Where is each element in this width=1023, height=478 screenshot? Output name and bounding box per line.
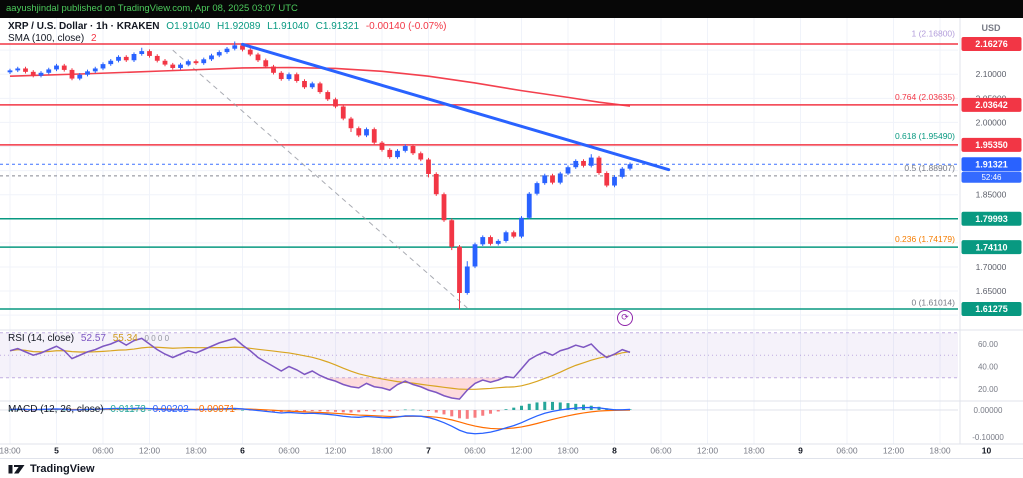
price-change: -0.00140 (-0.07%) [365, 21, 447, 32]
footer-bar: TradingView [0, 458, 1023, 478]
svg-text:0.618 (1.95490): 0.618 (1.95490) [895, 131, 955, 141]
svg-text:2.10000: 2.10000 [976, 69, 1007, 79]
price-axis[interactable]: USD2.100002.050002.000001.850001.700001.… [961, 23, 1022, 316]
svg-text:12:00: 12:00 [325, 446, 347, 456]
rsi-legend[interactable]: RSI (14, close) 52.57 55.34 0 0 0 0 [8, 333, 169, 344]
svg-text:2.16276: 2.16276 [975, 39, 1008, 49]
macd-legend[interactable]: MACD (12, 26, close) 0.01173 0.00202 -0.… [8, 404, 235, 415]
svg-text:9: 9 [798, 446, 803, 456]
rsi-extra-values: 0 0 0 0 [144, 334, 170, 343]
trendline[interactable] [241, 42, 671, 172]
svg-text:0.00000: 0.00000 [974, 406, 1003, 415]
symbol-legend[interactable]: XRP / U.S. Dollar · 1h · KRAKEN O1.91040… [8, 21, 446, 32]
svg-text:USD: USD [981, 23, 1001, 33]
macd-label: MACD (12, 26, close) [8, 404, 104, 415]
ohlc-high: H1.92089 [217, 21, 261, 32]
svg-text:5: 5 [54, 446, 59, 456]
svg-text:18:00: 18:00 [185, 446, 207, 456]
macd-signal-value: -0.00971 [195, 404, 235, 415]
svg-text:1.65000: 1.65000 [976, 286, 1007, 296]
svg-text:1.91321: 1.91321 [975, 159, 1008, 169]
fib-labels: 1 (2.16800) 0.764 (2.03635) 0.618 (1.95490… [895, 28, 955, 307]
ohlc-close: C1.91321 [315, 21, 360, 32]
svg-text:18:00: 18:00 [0, 446, 21, 456]
svg-text:12:00: 12:00 [139, 446, 161, 456]
svg-text:0 (1.61014): 0 (1.61014) [912, 297, 956, 307]
svg-text:2.03642: 2.03642 [975, 100, 1008, 110]
rsi-value: 52.57 [80, 333, 106, 344]
pane-separators [0, 18, 1023, 445]
chart-marker-icon[interactable]: ⟳ [617, 310, 633, 326]
svg-text:06:00: 06:00 [650, 446, 672, 456]
svg-text:1.95350: 1.95350 [975, 140, 1008, 150]
candlestick-series [7, 41, 633, 310]
svg-text:2.00000: 2.00000 [976, 117, 1007, 127]
svg-text:8: 8 [612, 446, 617, 456]
chart-background [0, 18, 1023, 458]
publish-bar: aayushjindal published on TradingView.co… [0, 0, 1023, 18]
svg-text:60.00: 60.00 [978, 340, 999, 349]
tradingview-wordmark: TradingView [30, 462, 95, 475]
time-axis[interactable]: 18:00 5 06:00 12:00 18:00 6 06:00 12:00 18:00 7 06… [0, 446, 991, 456]
rsi-pane[interactable]: 60.00 40.00 20.00 [0, 332, 999, 400]
svg-text:0.5 (1.88907): 0.5 (1.88907) [904, 163, 955, 173]
svg-text:18:00: 18:00 [557, 446, 579, 456]
svg-text:0.236 (1.74179): 0.236 (1.74179) [895, 234, 955, 244]
svg-text:0.764 (2.03635): 0.764 (2.03635) [895, 92, 955, 102]
svg-text:06:00: 06:00 [278, 446, 300, 456]
svg-text:1.74110: 1.74110 [975, 242, 1007, 252]
svg-text:1.85000: 1.85000 [976, 190, 1007, 200]
svg-text:12:00: 12:00 [883, 446, 905, 456]
svg-text:06:00: 06:00 [92, 446, 114, 456]
svg-text:40.00: 40.00 [978, 363, 999, 372]
svg-text:52:46: 52:46 [981, 173, 1002, 182]
sma-legend[interactable]: SMA (100, close) 2 [8, 33, 97, 44]
sma-value: 2 [90, 33, 97, 44]
svg-text:06:00: 06:00 [464, 446, 486, 456]
svg-text:18:00: 18:00 [371, 446, 393, 456]
svg-text:10: 10 [982, 446, 992, 456]
grid [0, 18, 958, 444]
svg-text:18:00: 18:00 [929, 446, 951, 456]
ohlc-open: O1.91040 [166, 21, 211, 32]
macd-hist-value: 0.01173 [110, 404, 146, 415]
svg-text:6: 6 [240, 446, 245, 456]
sma-label: SMA (100, close) [8, 33, 85, 44]
rsi-label: RSI (14, close) [8, 333, 75, 344]
price-levels [0, 43, 958, 310]
dashed-guide-line[interactable] [172, 49, 468, 309]
svg-text:12:00: 12:00 [511, 446, 533, 456]
svg-text:1 (2.16800): 1 (2.16800) [912, 28, 956, 38]
ohlc-low: L1.91040 [267, 21, 309, 32]
svg-text:20.00: 20.00 [978, 385, 999, 394]
svg-text:-0.10000: -0.10000 [972, 433, 1004, 442]
svg-text:1.61275: 1.61275 [975, 304, 1008, 314]
symbol-title: XRP / U.S. Dollar · 1h · KRAKEN [8, 21, 160, 32]
macd-value: 0.00202 [152, 404, 189, 415]
svg-text:06:00: 06:00 [836, 446, 858, 456]
svg-text:18:00: 18:00 [743, 446, 765, 456]
svg-text:12:00: 12:00 [697, 446, 719, 456]
svg-text:7: 7 [426, 446, 431, 456]
svg-text:1.70000: 1.70000 [976, 262, 1007, 272]
svg-text:1.79993: 1.79993 [975, 214, 1008, 224]
macd-pane[interactable]: 0.00000 -0.10000 [0, 401, 1004, 442]
tradingview-logo-icon[interactable] [8, 463, 25, 475]
rsi-ma-value: 55.34 [112, 333, 138, 344]
sma-line[interactable] [9, 66, 631, 107]
publish-text: aayushjindal published on TradingView.co… [6, 3, 298, 14]
